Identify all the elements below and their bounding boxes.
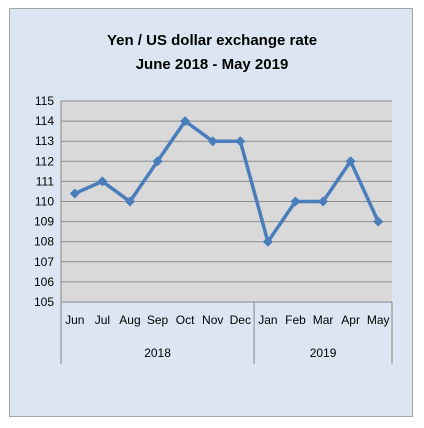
chart-title: Yen / US dollar exchange rate [107, 32, 317, 49]
data-point-marker [69, 188, 80, 199]
y-tick-label: 111 [36, 174, 55, 188]
data-point-marker [97, 176, 108, 187]
y-tick-label: 107 [34, 255, 54, 269]
x-tick-label: Oct [176, 313, 195, 327]
group-label: 2018 [144, 346, 171, 360]
x-tick-label: Nov [202, 313, 223, 327]
x-tick-label: Dec [230, 313, 251, 327]
data-point-marker [262, 236, 273, 247]
data-point-marker [152, 156, 163, 167]
chart-subtitle: June 2018 - May 2019 [136, 56, 289, 73]
x-tick-label: Aug [119, 313, 140, 327]
x-tick-label: May [367, 313, 390, 327]
group-label: 2019 [310, 346, 337, 360]
y-tick-label: 112 [35, 154, 54, 168]
series-line [73, 119, 380, 244]
y-tick-label: 114 [35, 114, 54, 128]
x-tick-label: Feb [285, 313, 306, 327]
y-tick-label: 110 [35, 195, 54, 209]
data-point-marker [207, 136, 218, 147]
data-point-marker [180, 116, 191, 127]
y-tick-label: 113 [35, 134, 54, 148]
data-point-marker [290, 196, 301, 207]
x-tick-label: Apr [341, 313, 360, 327]
y-tick-label: 115 [35, 94, 54, 108]
line-chart: Yen / US dollar exchange rate June 2018 … [34, 32, 393, 364]
y-tick-label: 109 [34, 215, 54, 229]
x-tick-label: Jul [95, 313, 110, 327]
y-tick-label: 105 [34, 295, 54, 309]
x-tick-label: Jan [258, 313, 277, 327]
data-point-marker [235, 136, 246, 147]
data-point-marker [345, 156, 356, 167]
data-point-marker [373, 216, 384, 227]
chart-frame: Yen / US dollar exchange rate June 2018 … [9, 8, 413, 417]
y-tick-label: 106 [34, 275, 54, 289]
x-tick-label: Jun [65, 313, 84, 327]
x-tick-label: Mar [313, 313, 334, 327]
x-tick-label: Sep [147, 313, 169, 327]
data-point-marker [318, 196, 329, 207]
y-tick-label: 108 [34, 235, 54, 249]
data-point-marker [124, 196, 135, 207]
